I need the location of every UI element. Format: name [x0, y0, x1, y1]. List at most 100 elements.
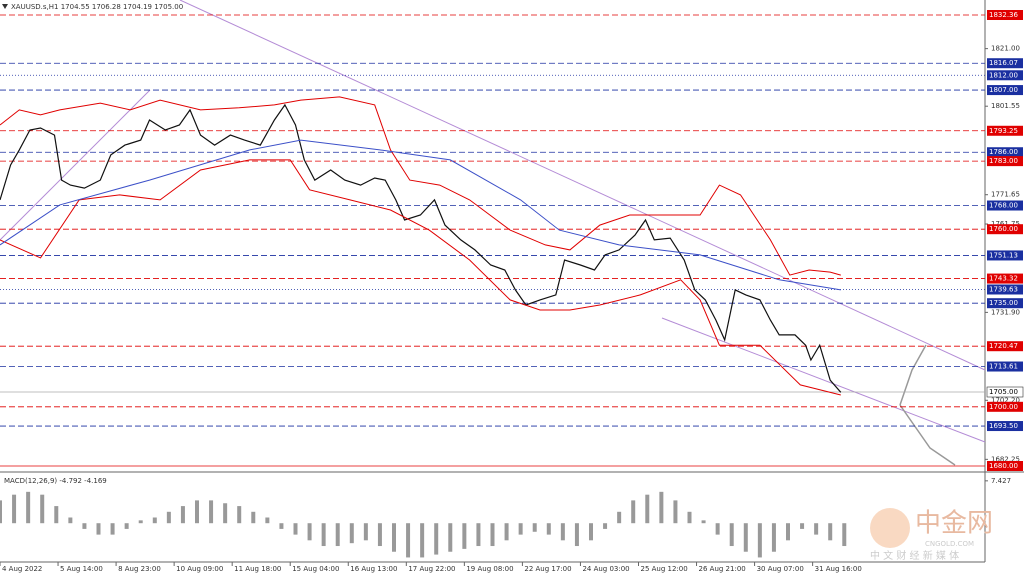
macd-bar	[82, 523, 87, 529]
x-tick-label: 4 Aug 2022	[2, 565, 42, 573]
series-line	[0, 139, 841, 291]
x-tick-label: 8 Aug 23:00	[118, 565, 161, 573]
macd-bar	[434, 523, 439, 555]
macd-bar	[659, 491, 664, 524]
x-tick-label: 22 Aug 17:00	[524, 565, 571, 573]
x-tick-label: 10 Aug 09:00	[176, 565, 223, 573]
x-tick-label: 19 Aug 08:00	[466, 565, 513, 573]
title-icon	[2, 4, 8, 9]
macd-bar	[124, 523, 129, 529]
level-label-box	[987, 58, 1023, 69]
x-tick-label: 15 Aug 04:00	[292, 565, 339, 573]
level-label: 1743.32	[989, 275, 1018, 283]
arrow-down	[899, 404, 956, 466]
macd-bar	[335, 523, 340, 547]
level-label: 1812.00	[989, 71, 1018, 79]
macd-bar	[420, 523, 425, 558]
level-label-box	[987, 10, 1023, 21]
macd-bar	[828, 523, 833, 541]
macd-bar	[307, 523, 312, 541]
channel-line	[661, 317, 986, 443]
macd-bar	[603, 523, 608, 529]
macd-bar	[265, 517, 270, 524]
x-tick-label: 24 Aug 03:00	[582, 565, 629, 573]
series-line	[0, 96, 841, 276]
level-label: 1768.00	[989, 202, 1018, 210]
macd-bar	[800, 523, 805, 529]
macd-bar	[673, 500, 678, 524]
level-label: 1807.00	[989, 86, 1018, 94]
level-label: 1816.07	[989, 59, 1018, 67]
level-label: 1793.25	[989, 127, 1018, 135]
macd-title: MACD(12,26,9) -4.792 -4.169	[4, 477, 107, 485]
macd-bar	[771, 523, 776, 552]
macd-bar	[321, 523, 326, 547]
macd-bar	[223, 503, 228, 524]
y-tick-label: 1821.00	[991, 45, 1020, 53]
macd-bar	[392, 523, 396, 552]
level-label-box	[987, 70, 1023, 81]
macd-bar	[0, 500, 2, 524]
x-tick-label: 31 Aug 16:00	[815, 565, 862, 573]
macd-bar	[645, 494, 650, 524]
y-tick-label: 7.427	[991, 477, 1011, 485]
series-line	[0, 159, 841, 396]
x-tick-label: 11 Aug 18:00	[234, 565, 281, 573]
macd-bar	[195, 500, 199, 524]
macd-bar	[574, 523, 579, 547]
level-label: 1680.00	[989, 462, 1018, 470]
macd-bar	[279, 523, 284, 529]
macd-bar	[715, 523, 720, 535]
macd-bar	[757, 523, 762, 558]
level-label-box	[987, 421, 1023, 432]
level-label: 1720.47	[989, 342, 1018, 350]
level-label: 1832.36	[989, 11, 1018, 19]
y-tick-label: 1771.65	[991, 191, 1020, 199]
macd-bar	[54, 506, 59, 524]
macd-bar	[138, 520, 143, 524]
macd-bar	[476, 523, 481, 547]
macd-bar	[349, 523, 354, 544]
macd-bar	[40, 494, 45, 524]
macd-bar	[546, 523, 551, 535]
x-tick-label: 30 Aug 07:00	[757, 565, 804, 573]
macd-bar	[448, 523, 453, 552]
y-tick-label: 1801.55	[991, 102, 1020, 110]
y-tick-label: 1682.25	[991, 455, 1020, 463]
x-tick-label: 16 Aug 13:00	[350, 565, 397, 573]
y-tick-label: 1702.20	[991, 396, 1020, 404]
level-label: 1705.00	[989, 388, 1018, 396]
x-tick-label: 17 Aug 22:00	[408, 565, 455, 573]
macd-bar	[687, 511, 692, 524]
macd-bar	[180, 506, 185, 524]
macd-bar	[786, 523, 790, 541]
watermark: 中金网 CNGOLD.COM 中 文 财 经 新 媒 体	[870, 508, 993, 562]
macd-bar	[12, 494, 17, 524]
level-label-box	[987, 461, 1023, 472]
level-label-box	[987, 125, 1023, 136]
channel-line	[0, 89, 151, 241]
macd-bar	[729, 523, 734, 547]
macd-bar	[209, 500, 214, 524]
macd-bar	[743, 523, 748, 552]
level-label-box	[986, 386, 1024, 398]
macd-bar	[462, 523, 467, 549]
chart-title: XAUUSD.s,H1 1704.55 1706.28 1704.19 1705…	[11, 3, 183, 11]
macd-bar	[377, 523, 382, 547]
level-label-box	[987, 284, 1023, 295]
watermark-site: CNGOLD.COM	[925, 540, 974, 548]
level-label: 1760.00	[989, 225, 1018, 233]
macd-bar	[166, 511, 171, 524]
macd-bar	[237, 506, 242, 524]
level-label-box	[987, 224, 1023, 235]
y-tick-label: 1731.90	[991, 308, 1020, 316]
macd-bar	[152, 517, 157, 524]
macd-bar	[251, 511, 256, 524]
macd-bar	[589, 523, 593, 541]
level-label: 1693.50	[989, 422, 1018, 430]
macd-bar	[617, 511, 622, 524]
level-label: 1735.00	[989, 299, 1018, 307]
level-label: 1700.00	[989, 403, 1018, 411]
